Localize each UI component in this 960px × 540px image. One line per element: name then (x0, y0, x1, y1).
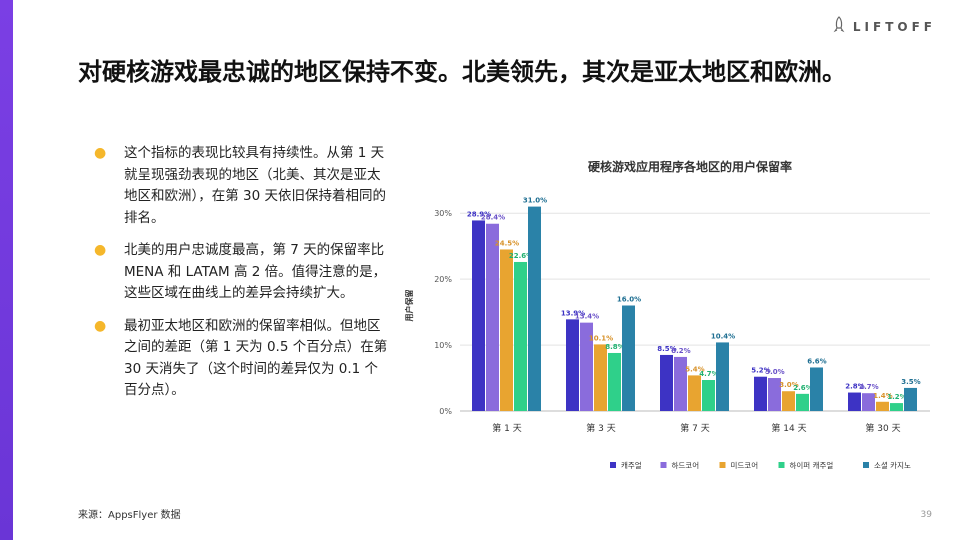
y-tick-label: 0% (439, 407, 452, 416)
bullet-dot-icon: ● (94, 145, 107, 161)
bar (580, 322, 593, 411)
legend-label: 소셜 카지노 (874, 461, 911, 470)
bar (716, 342, 729, 411)
bullet-item: ● 北美的用户忠诚度最高，第 7 天的保留率比 MENA 和 LATAM 高 2 … (90, 240, 390, 305)
bar (688, 375, 701, 411)
bar (674, 356, 687, 411)
bar (594, 344, 607, 411)
x-tick-label: 第 30 天 (865, 422, 900, 434)
data-label: 5.2% (751, 367, 770, 375)
data-label: 28.9% (467, 210, 491, 218)
data-label: 3.5% (901, 378, 920, 386)
brand-name: LIFTOFF (852, 20, 936, 34)
bar (472, 220, 485, 411)
bar (904, 387, 917, 411)
data-label: 4.7% (699, 370, 718, 378)
bullet-item: ● 这个指标的表现比较具有持续性。从第 1 天就呈现强劲表现的地区（北美、其次是亚… (90, 143, 390, 229)
data-label: 22.6% (509, 252, 533, 260)
bar (796, 393, 809, 411)
accent-bar (0, 0, 13, 540)
data-label: 16.0% (617, 296, 641, 304)
bar (660, 354, 673, 411)
bar (486, 223, 499, 411)
data-label: 5.4% (685, 365, 704, 373)
source-note: 来源：AppsFlyer 数据 (78, 510, 181, 521)
data-label: 3.0% (779, 381, 798, 389)
legend-label: 캐주얼 (621, 461, 642, 470)
data-label: 13.9% (561, 309, 585, 317)
data-label: 2.7% (859, 383, 878, 391)
data-label: 1.2% (887, 393, 906, 401)
x-tick-label: 第 3 天 (586, 422, 615, 434)
data-label: 10.4% (711, 332, 735, 340)
bar (848, 392, 861, 411)
bar (566, 319, 579, 411)
bar (876, 401, 889, 411)
bullet-text: 北美的用户忠诚度最高，第 7 天的保留率比 MENA 和 LATAM 高 2 倍… (124, 242, 387, 301)
bar (890, 403, 903, 411)
bar (810, 367, 823, 411)
x-tick-label: 第 7 天 (680, 422, 709, 434)
y-tick-label: 20% (434, 275, 452, 284)
data-label: 2.8% (845, 383, 864, 391)
bullet-text: 这个指标的表现比较具有持续性。从第 1 天就呈现强劲表现的地区（北美、其次是亚太… (124, 145, 387, 226)
legend-swatch (660, 462, 667, 468)
bullet-list: ● 这个指标的表现比较具有持续性。从第 1 天就呈现强劲表现的地区（北美、其次是亚… (90, 143, 390, 413)
data-label: 6.6% (807, 357, 826, 365)
rocket-icon (833, 16, 845, 38)
legend-swatch (610, 462, 616, 468)
chart-title: 硬核游戏应用程序各地区的用户保留率 (587, 160, 792, 174)
bar (768, 378, 781, 411)
bullet-dot-icon: ● (94, 242, 107, 258)
bar (528, 206, 541, 411)
x-tick-label: 第 1 天 (492, 422, 521, 434)
bar (702, 380, 715, 411)
data-label: 2.6% (793, 384, 812, 392)
bullet-text: 最初亚太地区和欧洲的保留率相似。但地区之间的差距（第 1 天为 0.5 个百分点… (124, 317, 388, 399)
data-label: 10.1% (589, 334, 613, 342)
retention-bar-chart: 0% 10% 20% 30% 用户保留 28.9%28.4% 24.5% 22.6% 31.0%… (404, 197, 930, 470)
bullet-dot-icon: ● (94, 317, 107, 334)
page-title: 对硬核游戏最忠诚的地区保持不变。北美领先，其次是亚太地区和欧洲。 (78, 58, 846, 86)
data-label: 8.5% (657, 345, 676, 353)
legend-swatch (719, 462, 726, 468)
legend-swatch (778, 462, 785, 468)
legend-swatch (863, 462, 869, 468)
legend-label: 하이퍼 캐주얼 (790, 460, 834, 470)
bar (622, 305, 635, 411)
data-label: 13.4% (575, 313, 599, 321)
bar (782, 391, 795, 411)
bar (500, 249, 513, 411)
data-label: 28.4% (481, 214, 505, 222)
data-label: 24.5% (495, 239, 519, 247)
y-tick-label: 30% (434, 209, 452, 218)
bar (862, 393, 875, 411)
bullet-item: ● 最初亚太地区和欧洲的保留率相似。但地区之间的差距（第 1 天为 0.5 个百分… (90, 316, 390, 402)
y-axis-label: 用户保留 (404, 290, 414, 323)
page-number: 39 (920, 510, 932, 520)
data-label: 8.8% (605, 343, 624, 351)
bar (608, 352, 621, 411)
legend-label: 미드코어 (731, 460, 759, 470)
data-label: 31.0% (523, 197, 547, 205)
y-tick-label: 10% (434, 341, 452, 350)
data-label: 1.4% (873, 392, 892, 400)
data-label: 5.0% (765, 368, 784, 376)
brand-logo: LIFTOFF (833, 16, 936, 38)
data-label: 8.2% (671, 347, 690, 355)
legend-label: 하드코어 (672, 460, 700, 470)
x-tick-label: 第 14 天 (771, 422, 806, 434)
bar (754, 376, 767, 411)
bar (514, 261, 527, 411)
